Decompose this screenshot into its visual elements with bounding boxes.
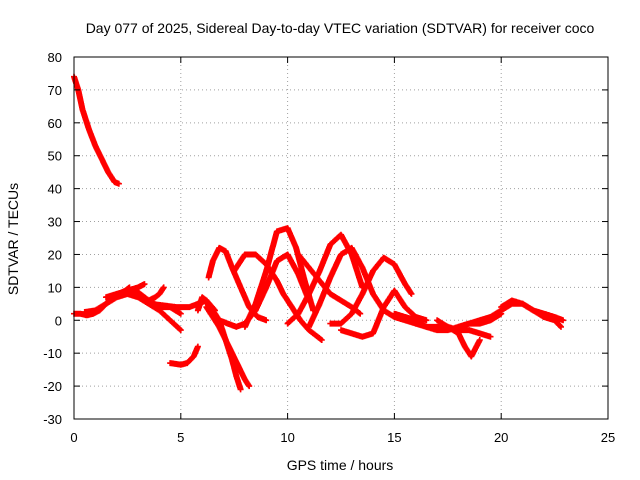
- series-arc17: [284, 231, 366, 327]
- y-tick-label: -10: [43, 346, 62, 361]
- data-marks-arc17: [284, 231, 366, 327]
- y-tick-label: -20: [43, 379, 62, 394]
- x-axis-label: GPS time / hours: [287, 457, 394, 473]
- y-tick-label: 10: [48, 280, 62, 295]
- series-arc4: [103, 281, 148, 301]
- data-marks-arc23: [434, 317, 483, 360]
- plot-frame: [73, 56, 609, 420]
- y-tick-label: 80: [48, 50, 62, 65]
- series-arc6: [145, 284, 167, 304]
- x-tick-label: 15: [387, 430, 401, 445]
- y-tick-label: 70: [48, 83, 62, 98]
- series-arc25: [498, 297, 567, 324]
- y-tick-label: 50: [48, 149, 62, 164]
- y-tick-label: -30: [43, 412, 62, 427]
- y-tick-label: 60: [48, 116, 62, 131]
- series-arc20: [338, 287, 430, 340]
- x-tick-label: 0: [70, 430, 77, 445]
- y-tick-label: 40: [48, 182, 62, 197]
- data-marks-arc15: [241, 225, 317, 330]
- x-tick-label: 25: [601, 430, 615, 445]
- chart-title: Day 077 of 2025, Sidereal Day-to-day VTE…: [86, 20, 595, 36]
- data-marks-arc11: [209, 307, 244, 393]
- y-tick-label: 30: [48, 215, 62, 230]
- x-tick-label: 20: [494, 430, 508, 445]
- data-marks-arc19: [327, 254, 415, 327]
- x-tick-label: 5: [177, 430, 184, 445]
- data-marks-arc4: [103, 281, 148, 301]
- axis-ticks: 0 5 10 15 20 25 -30 -20 -10 0 10 20 30 40 50 60 70 80: [43, 50, 615, 445]
- y-tick-label: 20: [48, 247, 62, 262]
- series-arc23: [434, 317, 483, 360]
- y-axis-label: SDTVAR / TECUs: [5, 183, 21, 295]
- data-marks-arc20: [338, 287, 430, 340]
- data-marks-arc6: [145, 284, 167, 304]
- x-tick-label: 10: [280, 430, 294, 445]
- data-marks-arc7: [167, 343, 201, 368]
- grid-lines: [74, 57, 608, 419]
- series-arc7: [167, 343, 201, 368]
- y-tick-label: 0: [55, 313, 62, 328]
- series-arc11: [209, 307, 244, 393]
- data-marks-arc25: [498, 297, 567, 324]
- series-arc15: [241, 225, 317, 330]
- series-arc19: [327, 254, 415, 327]
